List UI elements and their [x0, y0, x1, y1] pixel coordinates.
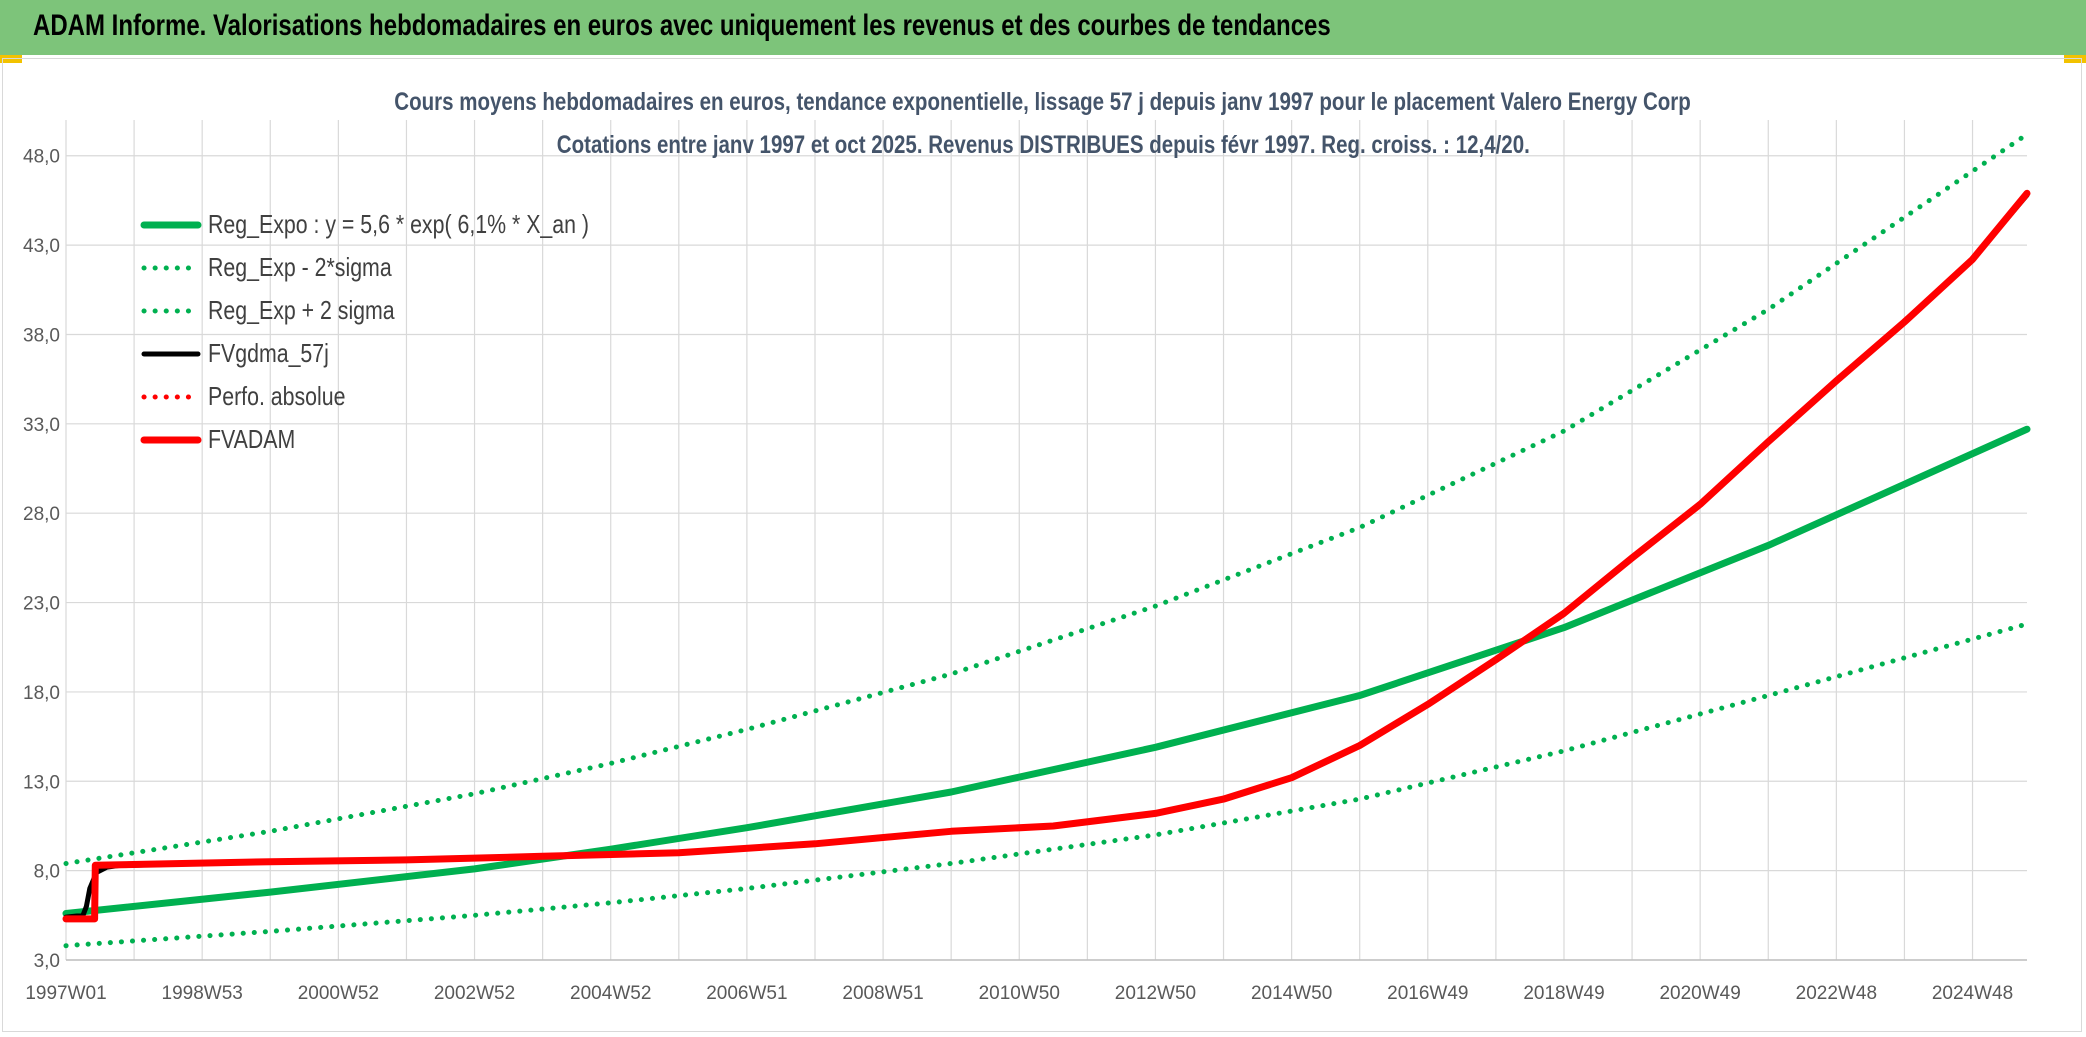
- x-tick-label: 2020W49: [1659, 983, 1740, 1004]
- legend-swatch: [140, 301, 202, 321]
- legend-label: FVgdma_57j: [208, 338, 329, 368]
- legend-item: Perfo. absolue: [140, 375, 673, 418]
- x-tick-label: 2024W48: [1932, 983, 2013, 1004]
- corner-mark-top-right: [2064, 55, 2086, 63]
- report-title: ADAM Informe. Valorisations hebdomadaire…: [33, 9, 1331, 42]
- y-tick-label: 33,0: [23, 415, 60, 436]
- x-tick-label: 2000W52: [298, 983, 379, 1004]
- x-tick-label: 2010W50: [979, 983, 1060, 1004]
- y-tick-label: 48,0: [23, 147, 60, 168]
- series-layer: [62, 131, 2031, 949]
- legend-swatch: [140, 430, 202, 450]
- legend-item: Reg_Exp - 2*sigma: [140, 246, 673, 289]
- series-line-fvadam: [62, 189, 2031, 923]
- legend-swatch: [140, 387, 202, 407]
- corner-mark-top-left: [0, 55, 22, 63]
- legend-label: Perfo. absolue: [208, 381, 346, 411]
- x-tick-label: 2006W51: [706, 983, 787, 1004]
- legend-item: FVADAM: [140, 418, 673, 461]
- legend-swatch: [140, 258, 202, 278]
- series-line-reg-expo-y-5-6-exp-6-1-x-an: [62, 425, 2031, 917]
- x-tick-label: 2004W52: [570, 983, 651, 1004]
- axis-layer: 3,0 8,0 13,0 18,0 23,0 28,0 33,0 38,0 43,0 48,0 19…: [23, 147, 2027, 1004]
- x-tick-label: 2012W50: [1115, 983, 1196, 1004]
- x-tick-label: 2022W48: [1796, 983, 1877, 1004]
- x-tick-label: 2018W49: [1523, 983, 1604, 1004]
- chart-legend: Reg_Expo : y = 5,6 * exp( 6,1% * X_an ) R…: [140, 203, 673, 461]
- y-tick-label: 23,0: [23, 594, 60, 615]
- x-tick-label: 2002W52: [434, 983, 515, 1004]
- legend-label: Reg_Expo : y = 5,6 * exp( 6,1% * X_an ): [208, 209, 590, 239]
- chart-title: Cours moyens hebdomadaires en euros, ten…: [394, 88, 1692, 116]
- chart-frame: [2, 58, 2082, 1032]
- chart-subtitle: Cotations entre janv 1997 et oct 2025. R…: [556, 131, 1530, 159]
- x-tick-label: 1998W53: [162, 983, 243, 1004]
- x-tick-label: 1997W01: [25, 983, 106, 1004]
- legend-item: Reg_Exp + 2 sigma: [140, 289, 673, 332]
- report-banner: ADAM Informe. Valorisations hebdomadaire…: [0, 0, 2086, 55]
- y-tick-label: 38,0: [23, 325, 60, 346]
- legend-item: Reg_Expo : y = 5,6 * exp( 6,1% * X_an ): [140, 203, 673, 246]
- x-tick-label: 2014W50: [1251, 983, 1332, 1004]
- legend-label: Reg_Exp - 2*sigma: [208, 252, 392, 282]
- legend-swatch: [140, 344, 202, 364]
- legend-item: FVgdma_57j: [140, 332, 673, 375]
- legend-label: Reg_Exp + 2 sigma: [208, 295, 395, 325]
- legend-label: FVADAM: [208, 424, 296, 454]
- y-tick-label: 3,0: [34, 951, 60, 972]
- y-tick-label: 18,0: [23, 683, 60, 704]
- y-tick-label: 28,0: [23, 504, 60, 525]
- y-tick-label: 43,0: [23, 236, 60, 257]
- y-tick-label: 8,0: [34, 862, 60, 883]
- x-tick-label: 2016W49: [1387, 983, 1468, 1004]
- y-tick-label: 13,0: [23, 772, 60, 793]
- series-line-reg-exp-2-sigma: [63, 131, 2030, 866]
- x-tick-label: 2008W51: [842, 983, 923, 1004]
- series-line-reg-exp-2-sigma: [63, 621, 2030, 949]
- legend-swatch: [140, 215, 202, 235]
